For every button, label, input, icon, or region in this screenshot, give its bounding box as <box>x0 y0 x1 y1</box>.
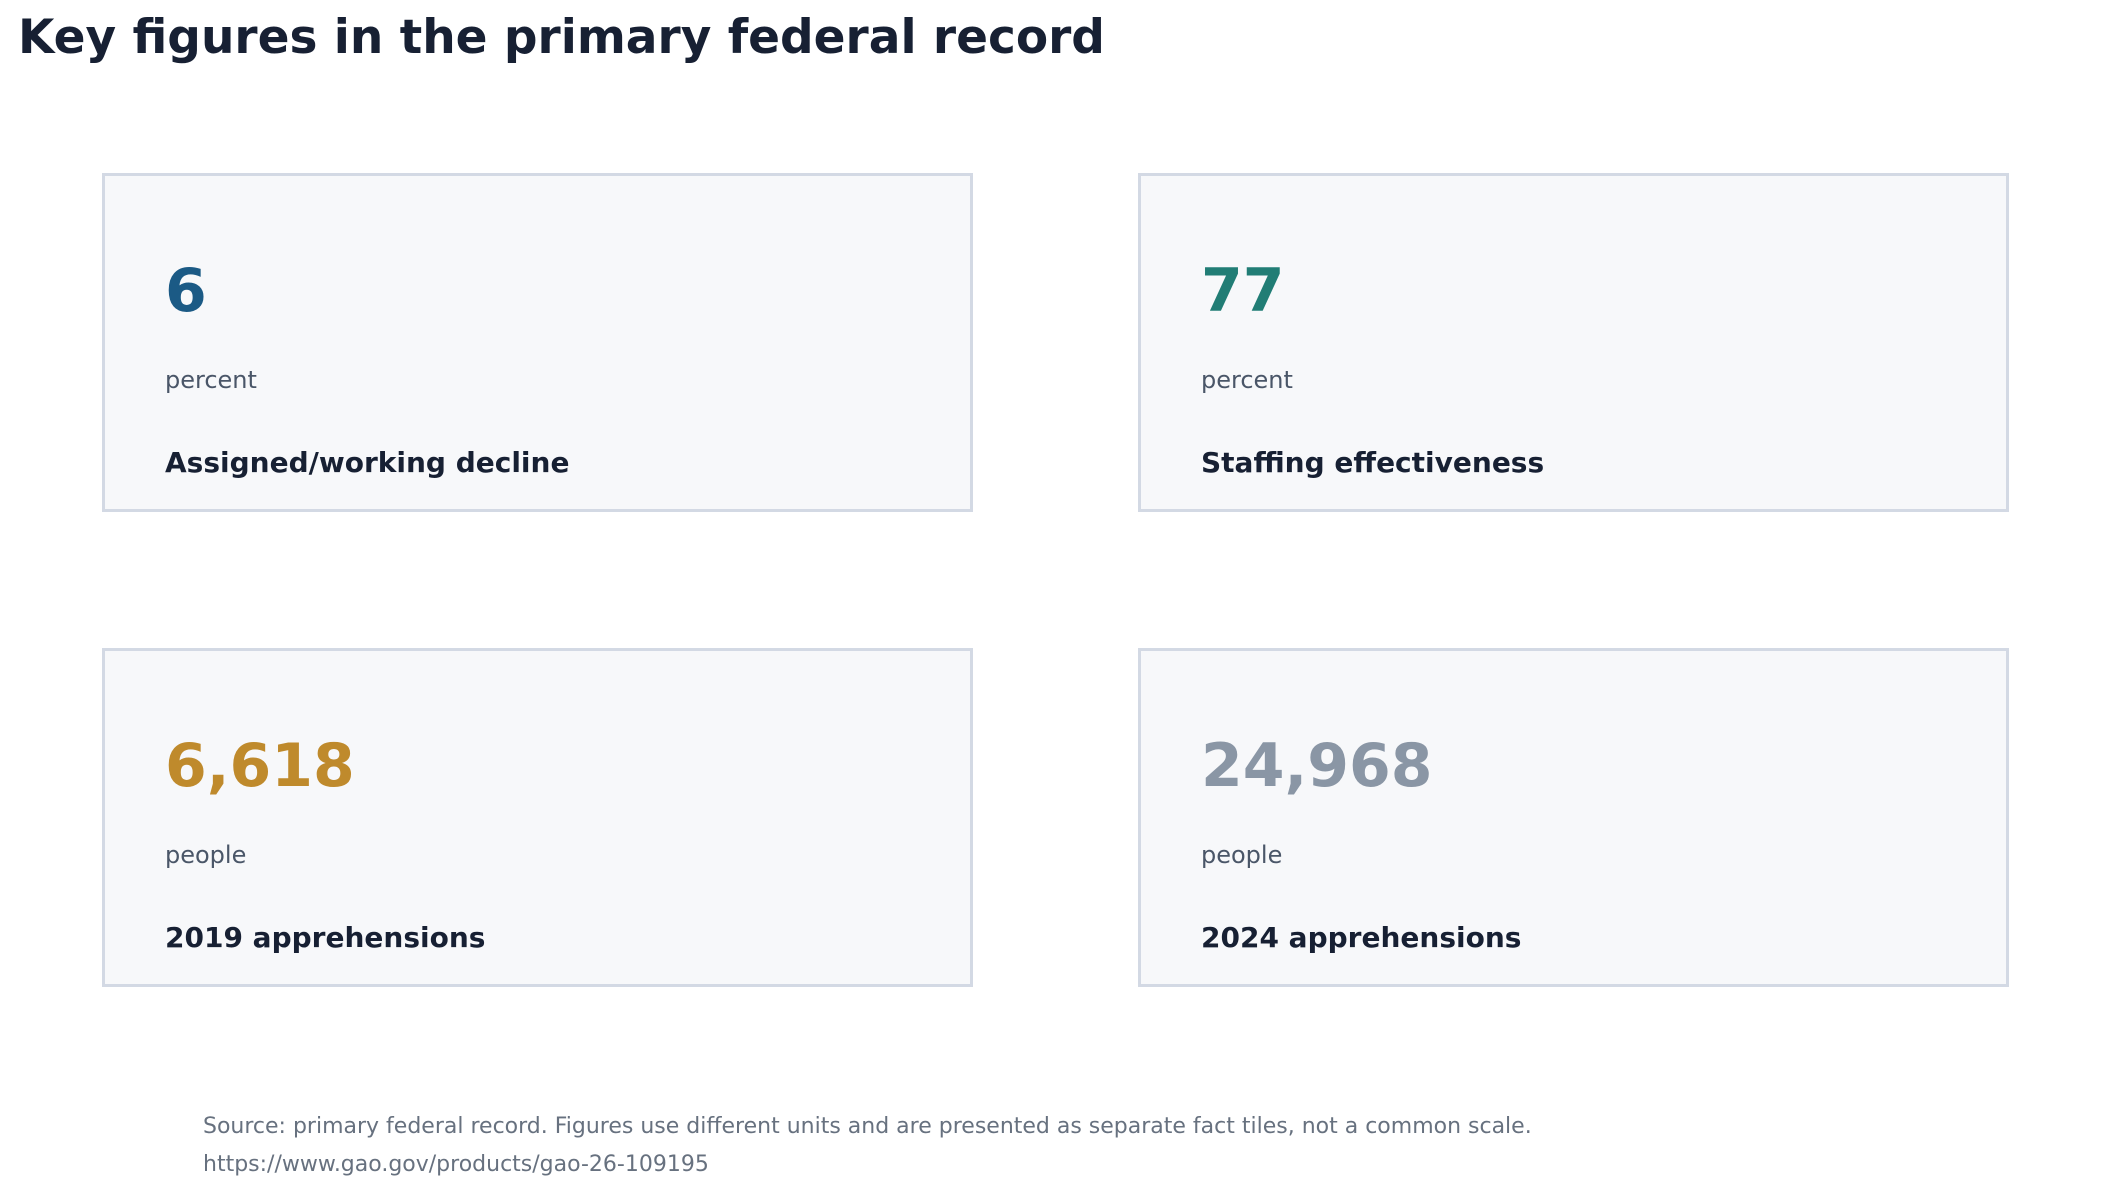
tile-unit: percent <box>165 366 257 394</box>
page-title: Key figures in the primary federal recor… <box>18 10 1105 65</box>
fact-tile: 6 percent Assigned/working decline <box>102 173 973 512</box>
source-text: Source: primary federal record. Figures … <box>203 1114 1532 1139</box>
fact-tile: 77 percent Staffing effectiveness <box>1138 173 2009 512</box>
tile-label: 2019 apprehensions <box>165 921 486 954</box>
tile-unit: people <box>1201 841 1283 869</box>
tile-label: Assigned/working decline <box>165 446 570 479</box>
tile-unit: percent <box>1201 366 1293 394</box>
source-url: https://www.gao.gov/products/gao-26-1091… <box>203 1151 709 1177</box>
fact-tile: 24,968 people 2024 apprehensions <box>1138 648 2009 987</box>
source-note: Source: primary federal record. Figures … <box>203 1108 1532 1184</box>
tile-value: 6,618 <box>165 731 355 801</box>
tile-unit: people <box>165 841 247 869</box>
tile-value: 6 <box>165 256 207 326</box>
tile-value: 24,968 <box>1201 731 1433 801</box>
fact-tile: 6,618 people 2019 apprehensions <box>102 648 973 987</box>
tile-label: Staffing effectiveness <box>1201 446 1545 479</box>
tile-label: 2024 apprehensions <box>1201 921 1522 954</box>
tile-value: 77 <box>1201 256 1285 326</box>
